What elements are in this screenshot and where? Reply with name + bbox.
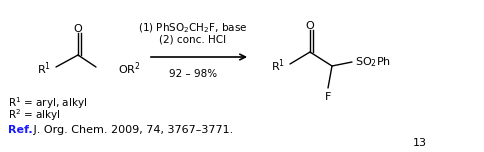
Text: O: O xyxy=(305,21,315,31)
Text: R$^2$ = alkyl: R$^2$ = alkyl xyxy=(8,107,61,123)
Text: J. Org. Chem. 2009, 74, 3767–3771.: J. Org. Chem. 2009, 74, 3767–3771. xyxy=(30,125,233,135)
Text: O: O xyxy=(74,24,82,34)
Text: (1) PhSO$_2$CH$_2$F, base: (1) PhSO$_2$CH$_2$F, base xyxy=(138,21,248,35)
Text: R$^1$: R$^1$ xyxy=(271,58,285,74)
Text: F: F xyxy=(325,92,331,102)
Text: R$^1$: R$^1$ xyxy=(37,61,51,77)
Text: SO$_2$Ph: SO$_2$Ph xyxy=(355,55,391,69)
Text: 92 – 98%: 92 – 98% xyxy=(169,69,217,79)
Text: 13: 13 xyxy=(413,138,427,148)
Text: Ref.: Ref. xyxy=(8,125,32,135)
Text: (2) conc. HCl: (2) conc. HCl xyxy=(159,35,227,45)
Text: R$^1$ = aryl, alkyl: R$^1$ = aryl, alkyl xyxy=(8,95,87,111)
Text: OR$^2$: OR$^2$ xyxy=(118,61,141,77)
